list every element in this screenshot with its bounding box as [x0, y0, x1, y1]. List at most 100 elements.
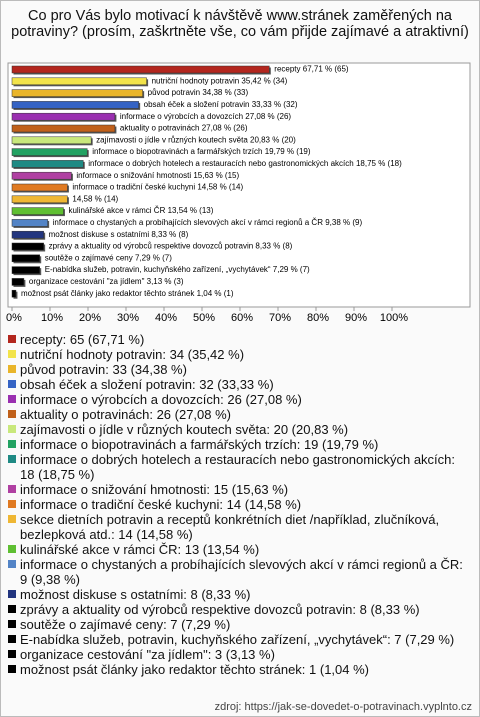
x-tick-label: 70%	[269, 312, 291, 324]
legend-item: informace o tradiční české kuchyni: 14 (…	[8, 497, 472, 512]
bar	[11, 136, 92, 145]
bar-label: obsah éček a složení potravin 33,33 % (3…	[144, 100, 298, 109]
legend-item: zajímavosti o jídle v různých koutech sv…	[8, 422, 472, 437]
legend-swatch	[8, 605, 16, 613]
legend-item: informace o chystaných a probíhajících s…	[8, 557, 472, 587]
legend-label: sekce dietních potravin a receptů konkré…	[20, 512, 440, 542]
bar-label: organizace cestování "za jídlem" 3,13 % …	[29, 277, 184, 286]
source: zdroj: https://jak-se-dovedet-o-potravin…	[214, 701, 472, 713]
legend-label: soutěže o zajímavé ceny: 7 (7,29 %)	[20, 617, 231, 632]
bar-label: 14,58 % (14)	[72, 194, 118, 203]
bar-label: informace o snižování hmotnosti 15,63 % …	[76, 171, 239, 180]
legend-label: organizace cestování "za jídlem": 3 (3,1…	[20, 647, 275, 662]
legend-label: možnost psát články jako redaktor těchto…	[20, 662, 370, 677]
legend-swatch	[8, 410, 16, 418]
legend-label: informace o dobrých hotelech a restaurac…	[20, 452, 456, 482]
bar-label: možnost psát články jako redaktor těchto…	[21, 289, 234, 298]
legend-item: obsah éček a složení potravin: 32 (33,33…	[8, 377, 472, 392]
legend-item: E-nabídka služeb, potravin, kuchyňského …	[8, 632, 472, 647]
legend-item: kulinářské akce v rámci ČR: 13 (13,54 %)	[8, 542, 472, 557]
legend-item: nutriční hodnoty potravin: 34 (35,42 %)	[8, 347, 472, 362]
legend-swatch	[8, 395, 16, 403]
legend-label: nutriční hodnoty potravin: 34 (35,42 %)	[20, 347, 245, 362]
legend-item: informace o výrobcích a dovozcích: 26 (2…	[8, 392, 472, 407]
bar-label: zajímavosti o jídle v různých koutech sv…	[96, 135, 296, 144]
legend-item: informace o dobrých hotelech a restaurac…	[8, 452, 472, 482]
legend-label: zajímavosti o jídle v různých koutech sv…	[20, 422, 349, 437]
bar-label: původ potravin 34,38 % (33)	[148, 88, 249, 97]
bar	[11, 230, 44, 239]
bar	[11, 266, 40, 274]
bar	[11, 124, 116, 133]
legend-label: aktuality o potravinách: 26 (27,08 %)	[20, 407, 232, 422]
legend-swatch	[8, 485, 16, 493]
legend-label: E-nabídka služeb, potravin, kuchyňského …	[20, 632, 455, 647]
x-tick-label: 20%	[79, 312, 101, 324]
bar	[11, 89, 143, 97]
legend-label: informace o výrobcích a dovozcích: 26 (2…	[20, 392, 302, 407]
legend-item: informace o snižování hmotnosti: 15 (15,…	[8, 482, 472, 497]
x-tick-label: 10%	[41, 312, 63, 324]
legend-item: možnost diskuse s ostatními: 8 (8,33 %)	[8, 587, 472, 602]
legend-swatch	[8, 560, 16, 568]
legend-swatch	[8, 365, 16, 373]
bar-label: E-nabídka služeb, potravin, kuchyňského …	[45, 265, 310, 274]
bar	[11, 77, 147, 86]
bar-label: informace o biopotravinách a farmářských…	[92, 147, 311, 156]
bar-label: zprávy a aktuality od výrobců respektive…	[49, 242, 293, 251]
chart: 0% 10% 20% 30% 40% 50% 60% 70% 80% 90% 100% recepty…	[6, 62, 471, 324]
x-tick-label: 80%	[307, 312, 329, 324]
bar	[11, 112, 116, 121]
legend-swatch	[8, 425, 16, 433]
bar	[11, 160, 84, 168]
bar	[11, 101, 139, 109]
bar-label: možnost diskuse s ostatními 8,33 % (8)	[49, 230, 189, 239]
bar	[11, 65, 270, 74]
legend-item: zprávy a aktuality od výrobců respektive…	[8, 602, 472, 617]
bar	[11, 148, 88, 156]
bar-label: soutěže o zajímavé ceny 7,29 % (7)	[45, 253, 173, 262]
bar-label: informace o dobrých hotelech a restaurac…	[88, 159, 402, 168]
x-tick-label: 60%	[231, 312, 253, 324]
x-tick-label: 50%	[193, 312, 215, 324]
legend-swatch	[8, 500, 16, 508]
bar	[11, 289, 17, 298]
bar	[11, 219, 48, 227]
legend-swatch	[8, 350, 16, 358]
legend: recepty: 65 (67,71 %) nutriční hodnoty po…	[8, 332, 472, 677]
bar-label: informace o chystaných a probíhajících s…	[53, 218, 363, 227]
legend-item: sekce dietních potravin a receptů konkré…	[8, 512, 472, 542]
legend-swatch	[8, 620, 16, 628]
bar	[11, 171, 72, 180]
bar-label: nutriční hodnoty potravin 35,42 % (34)	[152, 76, 288, 85]
legend-label: informace o biopotravinách a farmářských…	[20, 437, 379, 452]
legend-swatch	[8, 455, 16, 463]
legend-label: informace o tradiční české kuchyni: 14 (…	[20, 497, 302, 512]
legend-item: organizace cestování "za jídlem": 3 (3,1…	[8, 647, 472, 662]
legend-swatch	[8, 650, 16, 658]
bar	[11, 207, 64, 215]
legend-swatch	[8, 440, 16, 448]
legend-item: původ potravin: 33 (34,38 %)	[8, 362, 472, 377]
legend-item: soutěže o zajímavé ceny: 7 (7,29 %)	[8, 617, 472, 632]
legend-item: recepty: 65 (67,71 %)	[8, 332, 472, 347]
x-tick-label: 0%	[6, 312, 22, 324]
legend-swatch	[8, 590, 16, 598]
legend-label: možnost diskuse s ostatními: 8 (8,33 %)	[20, 587, 251, 602]
legend-swatch	[8, 515, 16, 523]
bar-label: aktuality o potravinách 27,08 % (26)	[120, 124, 248, 133]
x-tick-label: 30%	[117, 312, 139, 324]
legend-label: informace o snižování hmotnosti: 15 (15,…	[20, 482, 289, 497]
bar	[11, 195, 68, 204]
legend-label: informace o chystaných a probíhajících s…	[20, 557, 463, 587]
legend-label: zprávy a aktuality od výrobců respektive…	[20, 602, 420, 617]
legend-label: obsah éček a složení potravin: 32 (33,33…	[20, 377, 274, 392]
bar-label: informace o výrobcích a dovozcích 27,08 …	[120, 112, 292, 121]
legend-label: recepty: 65 (67,71 %)	[20, 332, 145, 347]
legend-swatch	[8, 635, 16, 643]
x-tick-label: 100%	[380, 312, 408, 324]
x-tick-label: 40%	[155, 312, 177, 324]
chart-title: Co pro Vás bylo motivací k návštěvě www.…	[11, 8, 469, 40]
legend-swatch	[8, 335, 16, 343]
